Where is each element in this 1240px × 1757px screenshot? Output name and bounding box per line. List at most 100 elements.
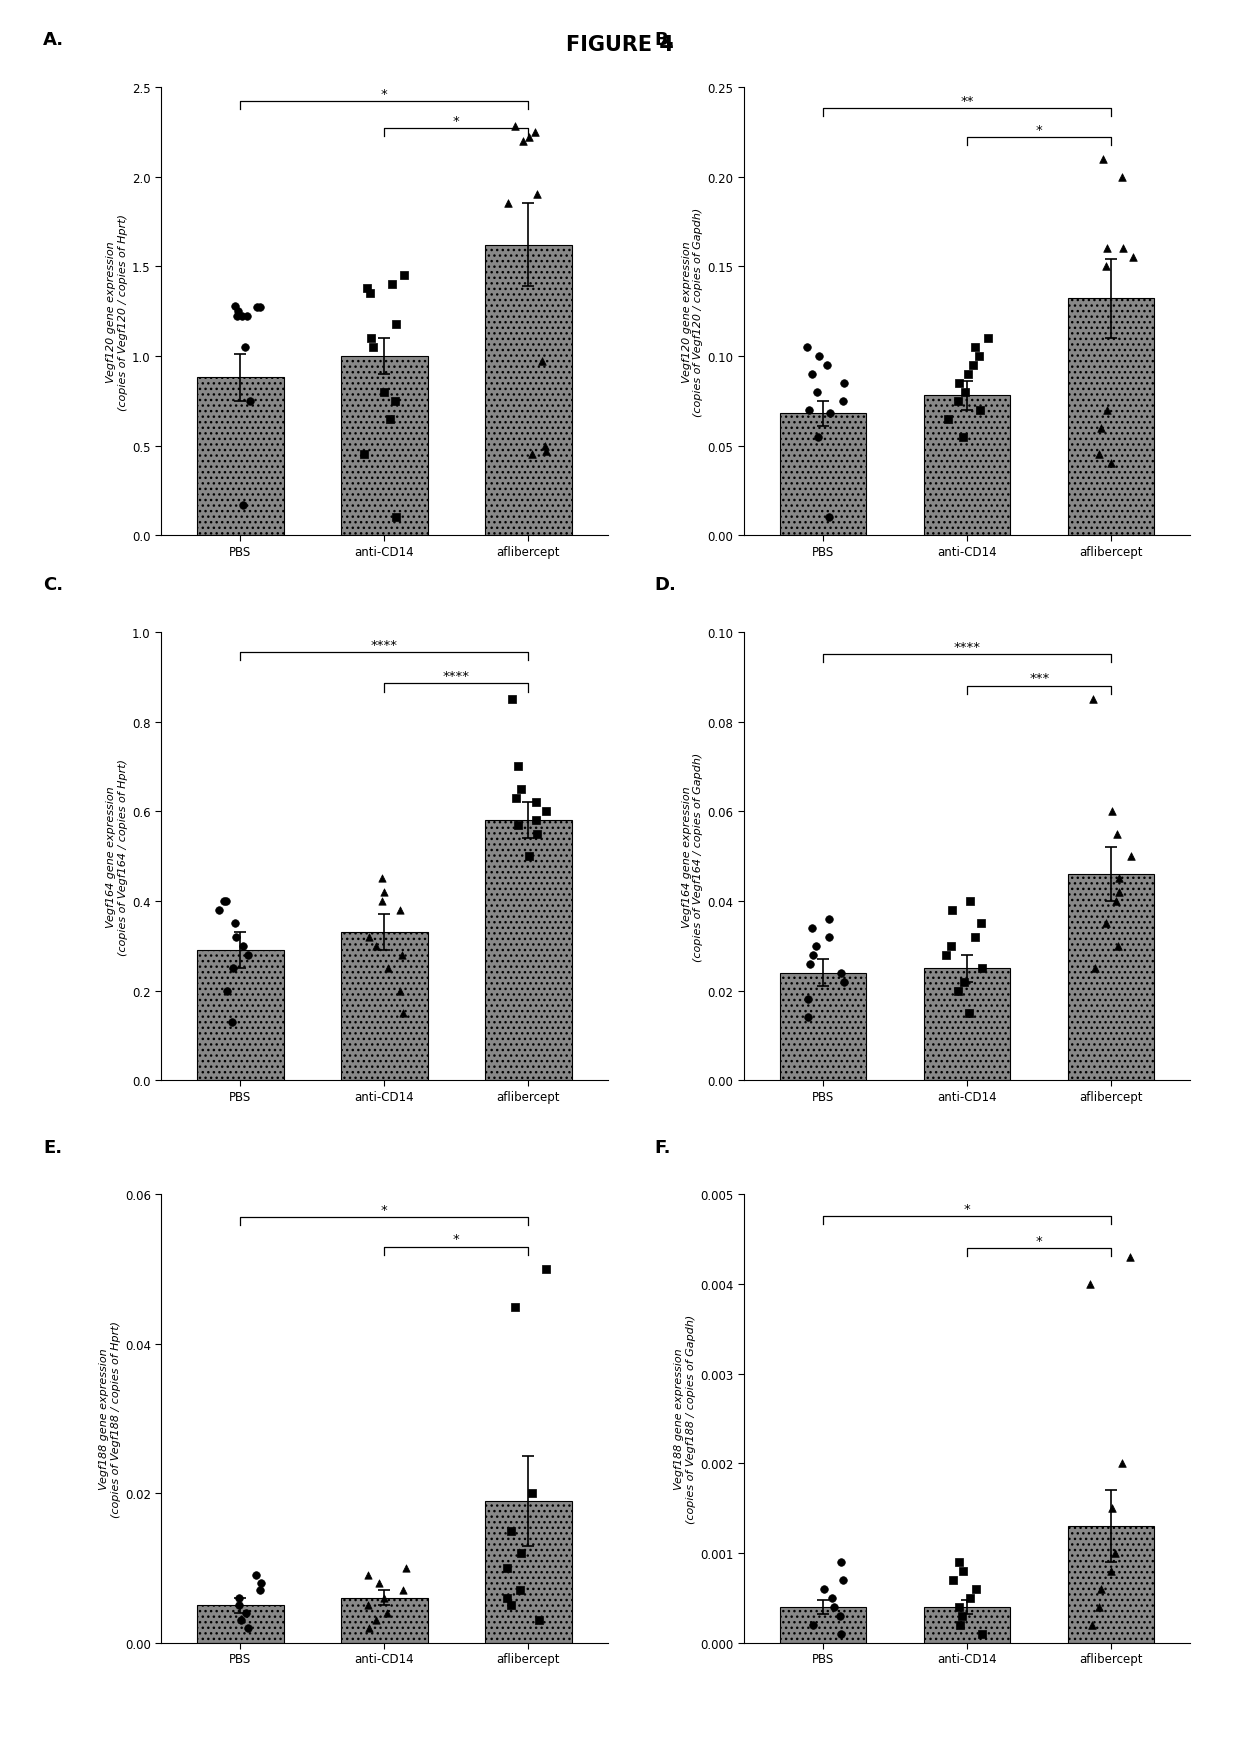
Text: *: * (1035, 123, 1043, 137)
Point (226, 922, 246, 951)
Bar (924, 395, 1011, 536)
Point (960, 1000, 980, 1028)
Point (222, 1009, 242, 1037)
Point (526, 806, 546, 835)
Point (1109, 931, 1128, 959)
Point (505, 112, 525, 141)
Bar (1068, 875, 1154, 1081)
Point (802, 1611, 822, 1639)
Bar (1068, 1527, 1154, 1643)
Point (947, 977, 967, 1005)
Point (949, 388, 968, 416)
Point (377, 1599, 397, 1627)
Point (233, 492, 253, 520)
Point (970, 397, 990, 425)
Point (250, 1576, 270, 1604)
Bar (341, 933, 428, 1081)
Point (1106, 887, 1126, 915)
Point (526, 119, 546, 148)
Point (1107, 821, 1127, 849)
Point (536, 798, 556, 826)
Point (1114, 235, 1133, 264)
Point (950, 1611, 970, 1639)
Point (1083, 1611, 1102, 1639)
Point (1101, 1557, 1121, 1585)
Y-axis label: Vegf120 gene expression
(copies of Vegf120 / copies of Hprt): Vegf120 gene expression (copies of Vegf1… (107, 213, 128, 411)
Text: *: * (1035, 1233, 1043, 1247)
Point (954, 968, 973, 996)
Text: ****: **** (371, 638, 398, 652)
Point (501, 1516, 521, 1544)
Point (831, 959, 851, 987)
Point (810, 343, 830, 371)
Point (228, 1585, 248, 1613)
Point (386, 311, 405, 339)
Point (529, 1606, 549, 1634)
Point (1112, 1450, 1132, 1478)
Text: *: * (453, 114, 460, 128)
Text: F.: F. (655, 1139, 671, 1156)
Point (233, 931, 253, 959)
Point (1112, 163, 1132, 192)
Point (835, 968, 854, 996)
Point (822, 1585, 842, 1613)
Point (393, 1000, 413, 1028)
Point (510, 1576, 529, 1604)
Text: *: * (453, 1233, 460, 1246)
Bar (341, 357, 428, 536)
Y-axis label: Vegf188 gene expression
(copies of Vegf188 / copies of Hprt): Vegf188 gene expression (copies of Vegf1… (99, 1320, 120, 1518)
Point (797, 334, 817, 362)
Point (232, 304, 252, 332)
Point (820, 905, 839, 933)
Point (231, 1606, 250, 1634)
Point (1094, 146, 1114, 174)
Point (804, 942, 823, 970)
Point (972, 1620, 992, 1648)
Point (1106, 1539, 1126, 1567)
Point (374, 378, 394, 406)
Point (353, 441, 373, 469)
Point (223, 954, 243, 982)
Point (802, 914, 822, 942)
Point (954, 423, 973, 452)
Point (960, 1585, 980, 1613)
Point (1102, 798, 1122, 826)
Point (1097, 397, 1117, 425)
Bar (1068, 299, 1154, 536)
Point (497, 1553, 517, 1581)
Point (965, 334, 985, 362)
Text: A.: A. (43, 32, 64, 49)
Point (502, 685, 522, 713)
Point (227, 304, 247, 332)
Point (511, 1539, 531, 1567)
Point (802, 360, 822, 388)
Point (381, 406, 401, 434)
Point (216, 887, 236, 915)
Point (360, 922, 379, 951)
Y-axis label: Vegf120 gene expression
(copies of Vegf120 / copies of Gapdh): Vegf120 gene expression (copies of Vegf1… (682, 207, 703, 416)
Point (813, 1574, 833, 1602)
Point (799, 397, 818, 425)
Point (961, 887, 981, 915)
Y-axis label: Vegf164 gene expression
(copies of Vegf164 / copies of Gapdh): Vegf164 gene expression (copies of Vegf1… (682, 752, 703, 961)
Point (393, 1576, 413, 1604)
Point (821, 401, 841, 429)
Point (357, 274, 377, 302)
Point (833, 388, 853, 416)
Point (238, 1613, 258, 1641)
Point (536, 437, 556, 466)
Point (394, 262, 414, 290)
Point (820, 922, 839, 951)
Point (215, 887, 234, 915)
Point (367, 931, 387, 959)
Point (959, 360, 978, 388)
Point (234, 334, 254, 362)
Point (1090, 441, 1110, 469)
Point (386, 388, 405, 416)
Point (1102, 1493, 1122, 1522)
Point (962, 351, 982, 380)
Text: B.: B. (655, 32, 676, 49)
Point (527, 821, 547, 849)
Point (522, 1479, 542, 1508)
Bar (197, 1606, 284, 1643)
